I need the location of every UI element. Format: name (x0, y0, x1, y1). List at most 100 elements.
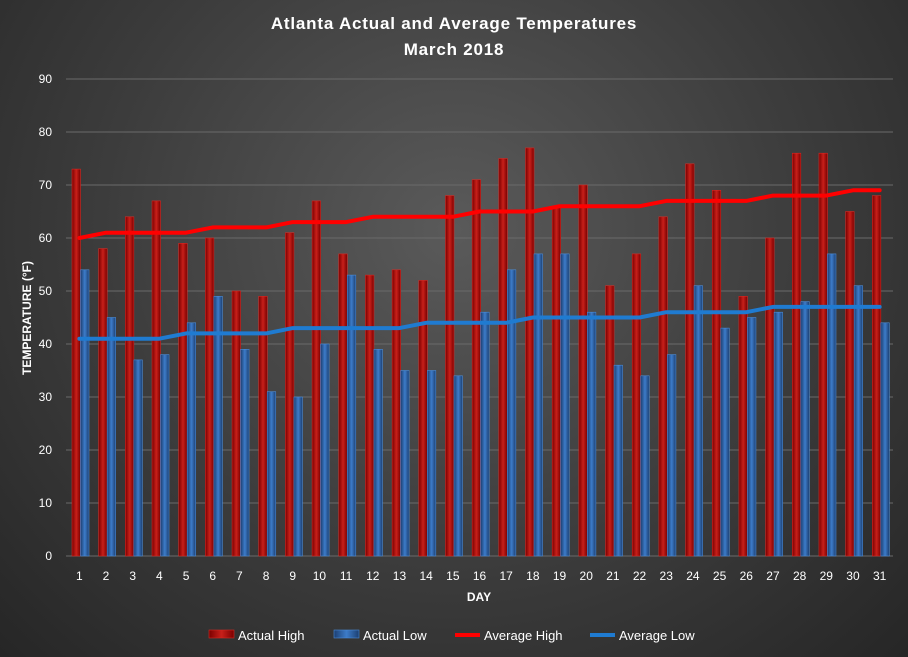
x-tick-label: 19 (553, 569, 567, 583)
bar-actual-low (427, 370, 437, 557)
legend-swatch-actual-high (208, 629, 235, 639)
bar-actual-high (711, 190, 722, 557)
bar-actual-high (845, 211, 855, 557)
x-tick-label: 9 (289, 569, 296, 583)
y-tick-label: 80 (39, 125, 53, 139)
bar-actual-low (693, 285, 703, 557)
legend-swatch-actual-low (333, 629, 360, 639)
bar-actual-low (480, 311, 490, 557)
y-tick-label: 40 (39, 337, 53, 351)
chart-subtitle: March 2018 (404, 40, 505, 59)
x-tick-label: 30 (846, 569, 860, 583)
x-tick-label: 31 (873, 569, 887, 583)
legend-label-actual-high: Actual High (238, 628, 304, 643)
bar-actual-low (453, 375, 463, 557)
y-tick-label: 30 (39, 390, 53, 404)
x-tick-label: 10 (313, 569, 327, 583)
bar-actual-high (765, 237, 775, 557)
bar-actual-high (365, 274, 375, 557)
x-tick-label: 24 (686, 569, 700, 583)
bar-actual-high (285, 232, 295, 557)
bar-actual-high (578, 184, 588, 557)
bar-actual-low (800, 301, 810, 557)
bar-actual-high (738, 295, 748, 557)
chart-title: Atlanta Actual and Average Temperatures (271, 14, 637, 33)
bar-actual-low (373, 348, 383, 557)
y-tick-label: 90 (39, 72, 53, 86)
legend: Actual High Actual Low Average High Average… (208, 628, 695, 643)
x-tick-label: 21 (606, 569, 620, 583)
bar-actual-low (186, 322, 197, 557)
x-tick-label: 23 (660, 569, 674, 583)
x-tick-label: 11 (340, 569, 353, 583)
x-tick-label: 18 (526, 569, 540, 583)
bar-actual-low (827, 253, 837, 557)
y-tick-label: 0 (45, 549, 52, 563)
bar-actual-low (667, 354, 677, 557)
bar-actual-high (551, 205, 561, 557)
x-axis-label: DAY (467, 590, 491, 604)
y-tick-label: 60 (39, 231, 53, 245)
bar-actual-low (507, 269, 517, 557)
y-tick-label: 20 (39, 443, 53, 457)
x-tick-label: 26 (740, 569, 754, 583)
bar-actual-high (338, 253, 348, 557)
bar-actual-high (98, 248, 108, 557)
bar-actual-high (525, 147, 535, 557)
x-tick-label: 14 (419, 569, 433, 583)
x-tick-label: 15 (446, 569, 460, 583)
x-tick-label: 16 (473, 569, 487, 583)
bar-actual-high (71, 168, 81, 557)
bar-actual-high (631, 253, 642, 557)
x-tick-label: 22 (633, 569, 647, 583)
bar-actual-high (471, 179, 481, 557)
bar-actual-high (178, 243, 188, 557)
x-tick-label: 1 (76, 569, 83, 583)
x-tick-label: 7 (236, 569, 243, 583)
bar-actual-high (685, 163, 695, 557)
x-tick-label: 29 (820, 569, 834, 583)
y-tick-label: 70 (39, 178, 53, 192)
bar-actual-low (880, 322, 890, 557)
x-axis-ticks: 1 2 3 4 5 6 7 8 9 10 11 12 13 14 15 16 17 18 19 20 21 22 23 24 2… (76, 569, 887, 583)
bar-actual-low (133, 359, 143, 557)
legend-label-average-low: Average Low (619, 628, 695, 643)
x-tick-label: 8 (263, 569, 270, 583)
bar-actual-low (613, 364, 623, 557)
bar-actual-high (605, 285, 615, 557)
y-axis-ticks: 0 10 20 30 40 50 60 70 80 90 (39, 72, 53, 563)
bar-actual-low (320, 343, 330, 557)
bar-actual-high (231, 290, 241, 557)
bar-actual-high (125, 216, 135, 557)
x-tick-label: 28 (793, 569, 807, 583)
bar-actual-low (720, 327, 730, 557)
x-tick-label: 4 (156, 569, 163, 583)
bar-actual-high (311, 200, 321, 557)
bar-actual-low (293, 396, 303, 557)
x-tick-label: 13 (393, 569, 407, 583)
bars (71, 147, 890, 557)
bar-actual-low (640, 375, 650, 557)
legend-label-actual-low: Actual Low (363, 628, 427, 643)
line-average-high (77, 188, 882, 240)
bar-actual-low (160, 354, 170, 557)
bar-actual-high (818, 152, 828, 557)
bar-actual-low (533, 253, 543, 557)
line-average-low (77, 304, 882, 341)
average-lines (77, 188, 882, 341)
bar-actual-high (391, 269, 401, 557)
y-axis-label: TEMPERATURE (°F) (20, 261, 34, 375)
bar-actual-low (773, 311, 783, 557)
bar-actual-low (346, 274, 357, 557)
bar-actual-high (791, 152, 802, 557)
x-tick-label: 20 (580, 569, 594, 583)
bar-actual-high (205, 237, 215, 557)
bar-actual-low (240, 348, 250, 557)
x-tick-label: 17 (499, 569, 513, 583)
bar-actual-high (872, 195, 882, 557)
legend-label-average-high: Average High (484, 628, 563, 643)
x-tick-label: 6 (209, 569, 216, 583)
x-tick-label: 12 (366, 569, 380, 583)
x-tick-label: 3 (129, 569, 136, 583)
